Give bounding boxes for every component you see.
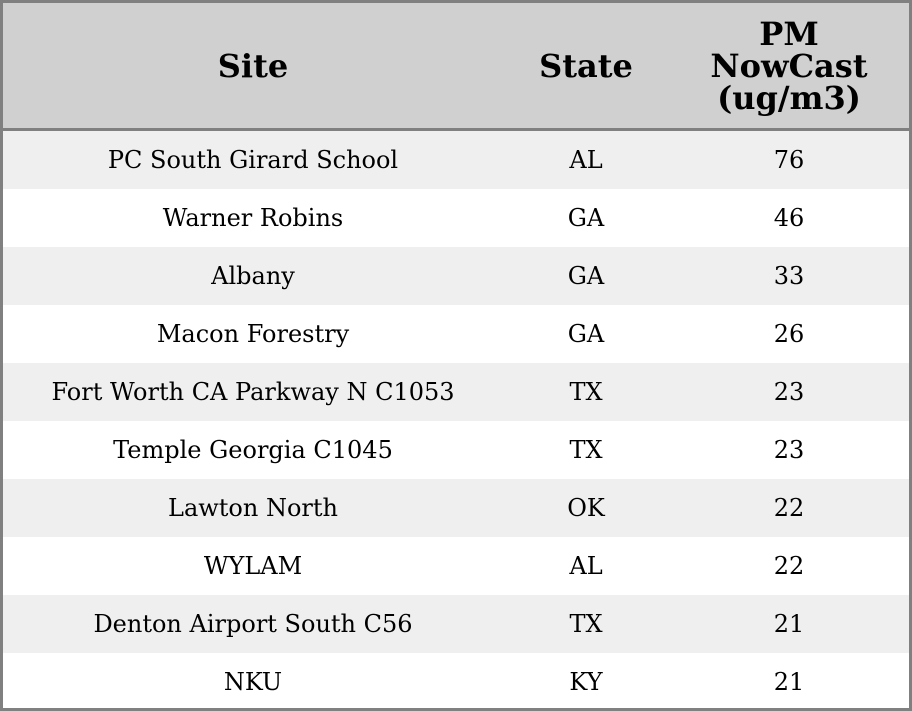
cell-site: Macon Forestry — [156, 320, 350, 348]
cell-state: GA — [567, 204, 605, 232]
header-state: State — [503, 3, 669, 131]
table-row: PC South Girard School AL 76 — [3, 129, 909, 189]
cell-pm: 23 — [773, 436, 805, 464]
cell-pm: 21 — [773, 668, 805, 696]
cell-site: NKU — [223, 668, 283, 696]
pm-table: Site State PM NowCast (ug/m3) PC South G… — [3, 3, 909, 711]
table-row: Macon Forestry GA 26 — [3, 305, 909, 363]
table-row: Denton Airport South C56 TX 21 — [3, 595, 909, 653]
cell-state: AL — [503, 129, 669, 189]
table-row: Temple Georgia C1045 TX 23 — [3, 421, 909, 479]
cell-state: OK — [503, 479, 669, 537]
cell-state: TX — [569, 436, 603, 464]
cell-site: Fort Worth CA Parkway N C1053 — [3, 363, 503, 421]
table-row: NKU KY 21 — [3, 653, 909, 711]
table-row: Warner Robins GA 46 — [3, 189, 909, 247]
table-row: Albany GA 33 — [3, 247, 909, 305]
table-row: Fort Worth CA Parkway N C1053 TX 23 — [3, 363, 909, 421]
cell-pm: 46 — [773, 204, 805, 232]
cell-state: GA — [503, 247, 669, 305]
cell-site: Denton Airport South C56 — [3, 595, 503, 653]
cell-state: TX — [503, 363, 669, 421]
cell-pm: 21 — [669, 595, 909, 653]
cell-pm: 22 — [773, 552, 805, 580]
cell-site: Temple Georgia C1045 — [113, 436, 393, 464]
header-site: Site — [3, 3, 503, 131]
cell-site: Albany — [3, 247, 503, 305]
cell-state: AL — [569, 552, 603, 580]
cell-pm: 23 — [669, 363, 909, 421]
cell-pm: 76 — [669, 129, 909, 189]
cell-pm: 26 — [773, 320, 805, 348]
table-row: WYLAM AL 22 — [3, 537, 909, 595]
cell-state: TX — [503, 595, 669, 653]
cell-pm: 33 — [669, 247, 909, 305]
cell-state: GA — [567, 320, 605, 348]
cell-site: Warner Robins — [162, 204, 344, 232]
table-row: Lawton North OK 22 — [3, 479, 909, 537]
cell-pm: 22 — [669, 479, 909, 537]
header-row: Site State PM NowCast (ug/m3) — [3, 3, 909, 131]
cell-site: PC South Girard School — [3, 129, 503, 189]
cell-site: WYLAM — [203, 552, 303, 580]
header-pm: PM NowCast (ug/m3) — [669, 3, 909, 131]
header-pm-label: PM NowCast (ug/m3) — [710, 14, 868, 117]
cell-site: Lawton North — [3, 479, 503, 537]
cell-state: KY — [569, 668, 603, 696]
